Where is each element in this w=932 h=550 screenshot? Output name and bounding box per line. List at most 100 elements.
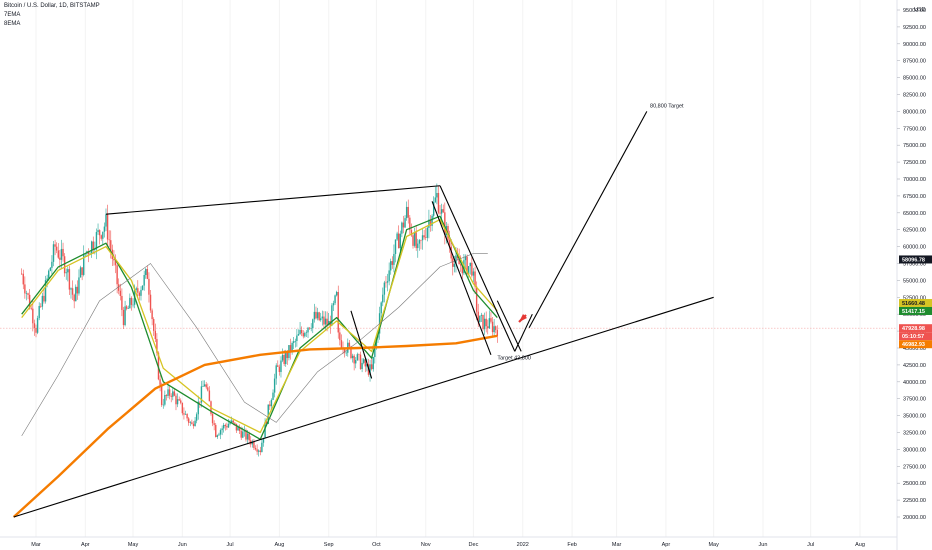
chart-title: Bitcoin / U.S. Dollar, 1D, BITSTAMP	[4, 3, 100, 9]
trendline	[439, 185, 516, 352]
candle-body	[202, 386, 204, 387]
trendlines	[13, 111, 714, 518]
candle-body	[488, 318, 491, 329]
y-tick-label: 52500.00	[903, 295, 926, 301]
red-arrow-icon	[518, 314, 527, 323]
y-tick-label: 37500.00	[903, 397, 926, 403]
candle-body	[302, 333, 304, 337]
x-tick-label: Oct	[372, 542, 381, 548]
y-tick-label: 90000.00	[903, 42, 926, 48]
candle-body	[469, 262, 471, 267]
candle-body	[485, 318, 487, 327]
candle-body	[48, 270, 50, 279]
candle-body	[339, 332, 341, 341]
candle-body	[92, 241, 94, 250]
candle-body	[176, 399, 179, 405]
candle-body	[28, 294, 31, 309]
y-tick-label: 67500.00	[903, 194, 926, 200]
candle-body	[283, 354, 285, 365]
candle-body	[73, 294, 75, 302]
candle-body	[394, 239, 397, 254]
candle-body	[331, 305, 333, 326]
trendline	[496, 300, 522, 352]
candle-body	[63, 256, 66, 274]
candle-body	[189, 422, 192, 423]
candle-body	[355, 359, 357, 364]
price-label-box	[899, 324, 932, 333]
candle-body	[195, 414, 198, 421]
candle-body	[312, 319, 314, 329]
annotation-label: Target 43,800	[497, 355, 531, 361]
price-labels: 58096.78 51660.48 51417.15 47928.98 05:10:57…	[899, 255, 932, 349]
price-label-text: 47928.98	[902, 326, 925, 332]
candle-body	[417, 243, 419, 249]
candle-body	[180, 400, 182, 403]
candle-body	[138, 292, 141, 296]
time-axis[interactable]: Mar Apr May Jun Jul Aug Sep Oct Nov Dec 2022 Feb Mar…	[0, 536, 897, 548]
candle-body	[259, 450, 261, 453]
candle-body	[124, 306, 126, 326]
candle-body	[223, 424, 225, 429]
candle-body	[178, 399, 180, 401]
candle-body	[396, 233, 398, 240]
candle-body	[238, 426, 241, 431]
y-tick-label: 40000.00	[903, 380, 926, 386]
candle-body	[251, 441, 254, 445]
annotations[interactable]: 80,800 Target Target 43,800	[497, 103, 684, 361]
candle-body	[299, 329, 301, 335]
x-tick-label: Sep	[324, 542, 334, 548]
price-axis[interactable]: 20000.00 22500.00 25000.00 27500.00 30000.00…	[896, 0, 926, 550]
candle-body	[278, 366, 281, 372]
y-tick-label: 45000.00	[903, 346, 926, 352]
candle-body	[137, 288, 139, 293]
candle-body	[487, 326, 489, 329]
candle-body	[409, 217, 411, 231]
candle-body	[70, 288, 72, 290]
candle-body	[203, 384, 206, 387]
legend-ema7[interactable]: 7EMA	[4, 12, 21, 18]
candle-body	[254, 447, 257, 450]
ema7-line	[21, 215, 498, 440]
candle-body	[59, 257, 61, 260]
y-tick-label: 95000.00	[903, 8, 926, 14]
candle-body	[141, 285, 144, 290]
candle-body	[162, 404, 164, 406]
candle-body	[245, 430, 247, 440]
candle-body	[345, 352, 347, 354]
price-label-box	[899, 298, 932, 307]
candle-body	[60, 248, 63, 260]
candle-body	[43, 295, 45, 302]
y-tick-label: 75000.00	[903, 143, 926, 149]
candle-body	[372, 356, 374, 370]
candle-body	[197, 401, 199, 415]
candle-body	[173, 391, 176, 396]
candle-body	[149, 294, 152, 311]
candle-body	[65, 272, 67, 274]
y-tick-label: 57500.00	[903, 262, 926, 268]
candle-body	[272, 392, 274, 400]
candle-body	[83, 253, 85, 275]
candle-body	[218, 434, 220, 436]
candle-body	[103, 226, 106, 232]
candle-body	[87, 251, 90, 255]
candle-body	[305, 332, 308, 334]
x-tick-label: Mar	[612, 542, 622, 548]
candle-body	[426, 227, 429, 238]
candle-body	[213, 423, 215, 425]
candle-body	[460, 264, 462, 266]
ma-long-line	[12, 334, 498, 518]
candle-body	[323, 316, 325, 325]
price-label-text: 51660.48	[902, 301, 925, 307]
candle-body	[471, 262, 473, 276]
y-tick-label: 65000.00	[903, 211, 926, 217]
x-tick-label: Dec	[469, 542, 479, 548]
candle-body	[232, 420, 234, 423]
candle-body	[407, 206, 409, 218]
candle-body	[273, 378, 276, 393]
y-tick-label: 42500.00	[903, 363, 926, 369]
candle-body	[248, 433, 250, 441]
legend-ema8[interactable]: 8EMA	[4, 21, 21, 27]
candle-body	[332, 303, 335, 306]
candle-body	[366, 364, 368, 367]
